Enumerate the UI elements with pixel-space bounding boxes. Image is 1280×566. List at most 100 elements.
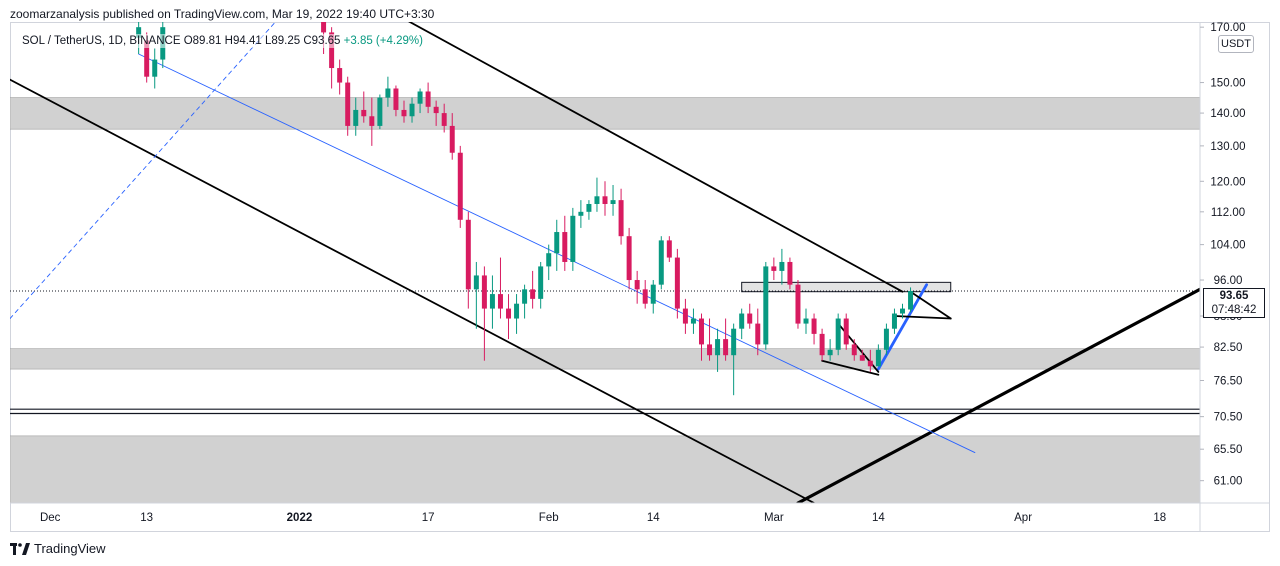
last-price-value: 93.65 — [1219, 290, 1249, 302]
legend-change: +3.85 (+4.29%) — [343, 35, 423, 47]
price-zone — [741, 281, 952, 293]
candle-body — [401, 109, 407, 117]
trendline — [893, 315, 952, 320]
candle — [393, 85, 399, 117]
candle-body — [763, 266, 769, 345]
trendline — [408, 22, 904, 293]
y-tick-label: 150.00 — [1210, 78, 1245, 90]
trendline — [821, 359, 880, 376]
candle-body — [361, 109, 367, 117]
candle-body — [827, 349, 833, 356]
candle-body — [891, 313, 897, 329]
candle-body — [747, 313, 753, 324]
candle — [795, 280, 801, 329]
y-tick-label: 120.00 — [1210, 176, 1245, 188]
candle-body — [674, 257, 680, 309]
candle — [538, 261, 544, 309]
candle-body — [602, 196, 608, 204]
candle — [867, 349, 873, 372]
price-zone — [10, 348, 1200, 370]
axes: 170.00 150.00 140.00 130.00 120.00 112.00 104.… — [10, 22, 1270, 532]
trendline — [10, 22, 276, 319]
legend-high: H94.41 — [224, 35, 262, 47]
candle — [642, 280, 648, 309]
x-tick-label: 17 — [422, 512, 435, 524]
candle-body — [739, 313, 745, 329]
candle-body — [843, 318, 849, 345]
candle-body — [449, 125, 455, 153]
x-tick-label: Feb — [539, 512, 559, 524]
x-tick-label: Mar — [764, 512, 784, 524]
trendline — [10, 78, 815, 503]
candle — [779, 248, 785, 285]
candle — [369, 97, 375, 146]
candle — [755, 308, 761, 356]
legend-low: L89.25 — [264, 35, 301, 47]
candle — [586, 200, 592, 220]
candle-body — [570, 215, 576, 262]
last-price-badge: 93.65 07:48:42 — [1203, 288, 1265, 318]
candle-body — [771, 266, 777, 271]
candle — [337, 59, 343, 95]
candle-body — [803, 318, 809, 324]
candle — [546, 244, 552, 281]
candle-body — [618, 200, 624, 237]
candle — [578, 200, 584, 228]
candle-body — [908, 290, 914, 310]
x-tick-label: 13 — [140, 512, 153, 524]
support-resistance-zones — [10, 97, 1200, 503]
candle — [594, 177, 600, 212]
candle-body — [554, 232, 560, 254]
x-tick-label: 14 — [647, 512, 660, 524]
legend-open: O89.81 — [183, 35, 222, 47]
candle — [626, 227, 632, 290]
candle — [497, 257, 503, 319]
candle — [731, 323, 737, 396]
candle-body — [369, 116, 375, 126]
candle-body — [152, 59, 158, 77]
candle — [409, 97, 415, 123]
y-tick-label: 82.50 — [1214, 342, 1243, 354]
trendline — [796, 287, 1200, 503]
candle-body — [497, 294, 503, 309]
candle-body — [867, 360, 873, 367]
x-tick-label: 18 — [1153, 512, 1166, 524]
candle — [401, 100, 407, 123]
candle-body — [642, 289, 648, 304]
candle-body — [650, 284, 656, 304]
candle-body — [578, 211, 584, 216]
currency-button[interactable]: USDT — [1218, 35, 1254, 53]
candle — [377, 94, 383, 130]
candle — [650, 280, 656, 314]
candle — [465, 211, 471, 309]
candle-body — [666, 240, 672, 258]
candle — [819, 328, 825, 361]
candle-body — [658, 240, 664, 285]
candle — [522, 284, 528, 319]
candle — [883, 323, 889, 356]
candle-body — [875, 349, 881, 367]
candle — [891, 308, 897, 334]
candle — [739, 308, 745, 340]
candle — [811, 313, 817, 345]
candle-body — [393, 88, 399, 110]
candle-body — [811, 318, 817, 334]
candle — [835, 313, 841, 356]
candle-body — [546, 253, 552, 267]
candle — [747, 303, 753, 329]
candle-body — [707, 344, 713, 356]
footer-brand[interactable]: TradingView — [10, 541, 106, 556]
candle-body — [345, 82, 351, 126]
published-info: zoomarzanalysis published on TradingView… — [10, 7, 435, 21]
candle — [682, 298, 688, 334]
candle-body — [530, 289, 536, 299]
candle-body — [522, 289, 528, 304]
candle — [385, 76, 391, 107]
candle-body — [859, 355, 865, 361]
y-tick-label: 112.00 — [1211, 207, 1245, 219]
candle — [900, 303, 905, 319]
candle — [345, 76, 351, 136]
candle-body — [835, 318, 841, 350]
candle — [473, 261, 479, 329]
